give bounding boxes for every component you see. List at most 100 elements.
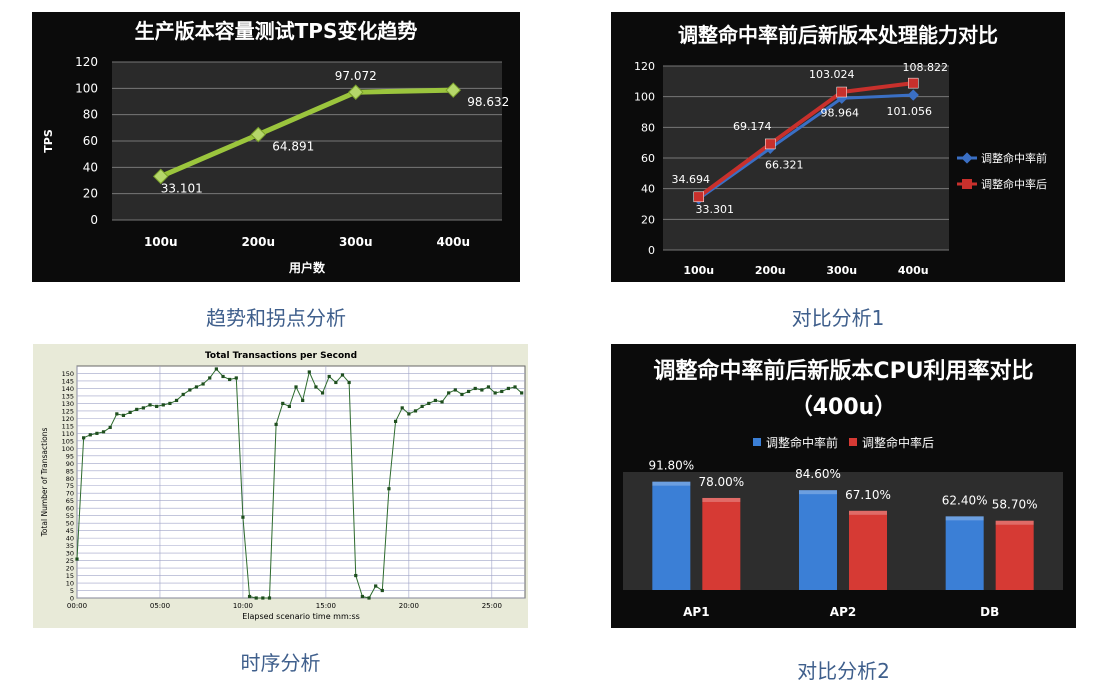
y-tick-label: 150 [62,370,74,378]
y-tick-label: 65 [66,497,74,505]
x-tick-label: 10:00 [233,602,253,610]
data-point [141,406,145,410]
caption-compare-2: 对比分析2 [797,659,890,683]
data-point [75,557,79,561]
plot-area [76,365,526,599]
y-tick-label: 0 [90,213,98,227]
data-point [250,126,267,143]
y-tick-label: 85 [66,467,74,475]
y-tick-label: 105 [62,437,74,445]
bar [849,510,887,590]
y-tick-label: 25 [66,557,74,565]
x-axis-label: 用户数 [288,260,326,275]
data-point [208,376,212,380]
data-point [161,403,165,407]
data-label: 64.891 [272,140,314,154]
legend-swatch [849,438,857,446]
data-point [427,401,431,406]
y-tick-label: 60 [66,505,74,513]
x-tick-label: 15:00 [316,602,336,610]
x-tick-label: 300u [339,235,373,249]
x-tick-label: 20:00 [399,602,419,610]
x-tick-label: 200u [755,264,786,277]
data-point [82,436,86,440]
data-point [101,430,106,434]
y-tick-label: 60 [641,152,655,165]
data-label: 69.174 [733,120,772,133]
data-point [174,398,179,403]
data-label: 66.321 [765,158,804,171]
y-tick-label: 100 [634,91,655,104]
data-point [393,419,398,423]
bar [945,516,984,590]
data-label: 78.00% [698,475,744,489]
y-tick-label: 80 [66,475,74,483]
y-tick-label: 140 [62,385,74,393]
x-tick-label: 200u [241,235,275,249]
y-tick-label: 30 [66,550,74,558]
data-point [480,388,484,392]
data-point [128,410,132,414]
data-point [301,398,305,403]
caption-trend: 趋势和拐点分析 [206,306,346,330]
chart-tps-trend: 生产版本容量测试TPS变化趋势 0 20 40 60 80 100 120 TPS 100u 200… [32,12,520,282]
y-tick-label: 15 [66,572,74,580]
data-point [520,391,524,395]
data-point [500,389,504,394]
bar [995,520,1034,590]
data-label: 62.40% [942,493,988,507]
data-point [274,422,278,426]
data-point [307,370,311,374]
chart-transactions-per-second: Total Transactions per Second 0 5 10 15 20 25 3… [33,344,528,628]
data-point [95,431,99,435]
bar-highlight [995,520,1034,525]
y-tick-label: 40 [641,183,655,196]
chart-title: 调整命中率前后新版本处理能力对比 [678,23,998,47]
chart-title-line2: （400u） [791,395,897,420]
data-point [460,392,464,397]
x-tick-label: AP1 [683,605,709,619]
y-tick-label: 100 [75,81,98,95]
data-point [420,404,424,409]
y-tick-label: 20 [641,213,655,226]
bar [652,481,691,590]
y-tick-label: 80 [83,108,98,122]
data-label: 101.056 [887,105,933,118]
data-label: 33.301 [696,203,735,216]
data-point [445,82,462,98]
x-tick-label: 05:00 [150,602,170,610]
data-point [387,487,391,491]
data-point [241,515,245,519]
y-tick-label: 130 [62,400,74,408]
data-point [152,168,169,185]
y-tick-label: 115 [62,422,74,430]
chart-tps-trend-svg: 生产版本容量测试TPS变化趋势 0 20 40 60 80 100 120 TPS 100u 200… [32,12,520,282]
y-tick-label: 0 [70,595,74,603]
data-point [360,594,364,599]
data-point [294,385,298,389]
y-tick-label: 90 [66,460,74,468]
y-tick-label: 45 [66,527,74,535]
data-label: 108.822 [903,61,949,74]
data-point [433,398,437,403]
y-tick-label: 55 [66,512,74,520]
data-point [347,380,351,385]
y-tick-label: 135 [62,392,74,400]
data-point [347,84,364,100]
data-label: 103.024 [809,68,855,81]
data-point [466,389,471,394]
data-label: 97.072 [335,69,377,83]
data-point [320,391,325,395]
data-point [453,388,457,392]
legend-swatch [753,438,761,446]
data-point [340,373,345,377]
chart-cpu-compare: 调整命中率前后新版本CPU利用率对比 （400u） 调整命中率前 调整命中率后 AP1 9… [611,344,1076,628]
data-point [314,385,318,389]
data-point [168,401,172,406]
data-point [486,385,491,389]
y-tick-label: 125 [62,407,74,415]
chart-title-line1: 调整命中率前后新版本CPU利用率对比 [653,358,1033,384]
bar [702,497,741,590]
data-point [908,77,919,89]
data-point [181,392,185,397]
